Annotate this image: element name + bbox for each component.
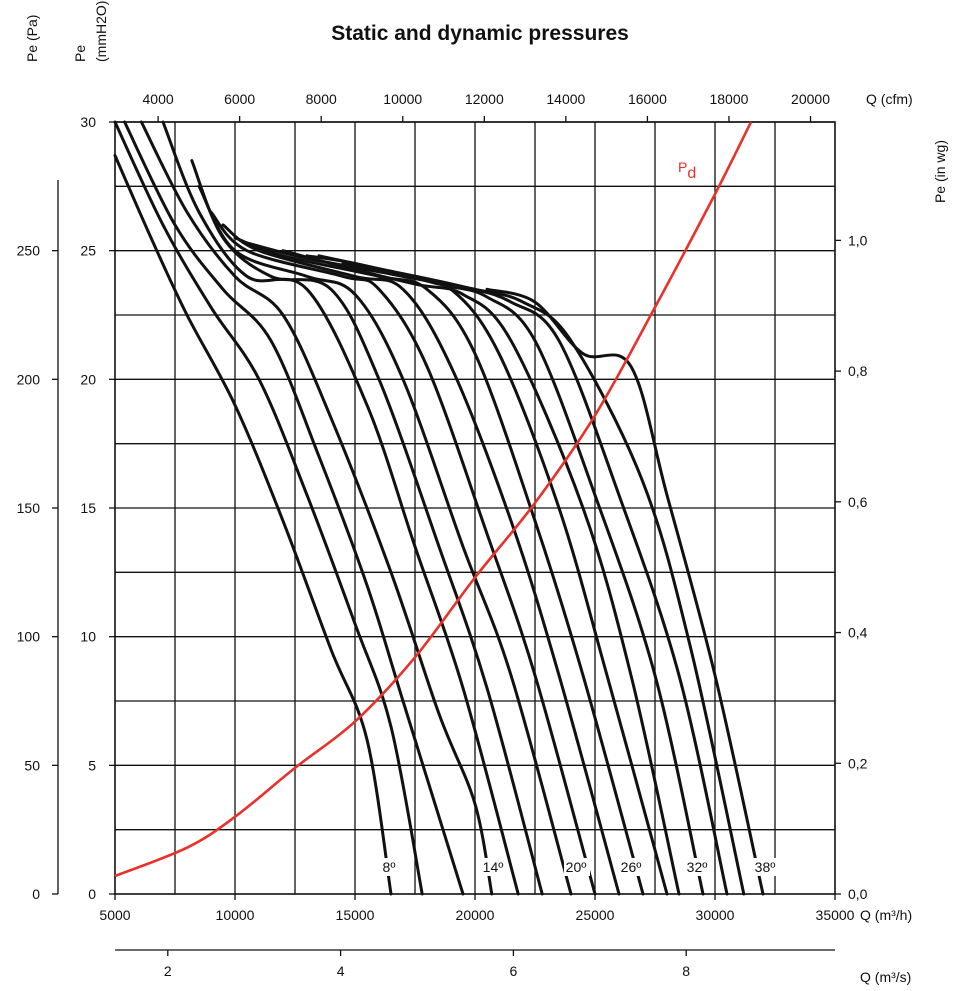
cfm-tick-label: 14000: [546, 91, 585, 107]
cfm-tick-label: 4000: [143, 91, 174, 107]
axis-labels: 0 50 100 150 200 250 0 5 10 15 20 25 30 0,0 0,2 0,4 0,6 0…: [17, 91, 868, 979]
angle-label: 20º: [566, 859, 587, 875]
fan-curve: [113, 120, 424, 896]
m3s-tick-label: 6: [510, 963, 518, 979]
inwg-tick-label: 0,4: [848, 625, 868, 641]
m3h-tick-label: 35000: [816, 907, 855, 923]
m3h-tick-label: 5000: [99, 907, 130, 923]
m3s-tick-label: 4: [337, 963, 345, 979]
angle-label: 26º: [621, 859, 642, 875]
angle-label-bg: [564, 858, 590, 876]
inwg-tick-label: 0,2: [848, 755, 868, 771]
mmh2o-tick-label: 10: [80, 629, 96, 645]
fan-curves: [113, 120, 765, 896]
mmh2o-tick-label: 30: [80, 114, 96, 130]
angle-label-bg: [481, 858, 507, 876]
pa-tick-label: 150: [17, 500, 41, 516]
cfm-tick-label: 8000: [306, 91, 337, 107]
angle-label-bg: [619, 858, 645, 876]
bottom-axis-label-m3h: Q (m³/h): [860, 907, 912, 923]
cfm-tick-label: 6000: [224, 91, 255, 107]
pa-tick-label: 250: [17, 243, 41, 259]
pa-tick-label: 50: [24, 757, 40, 773]
mmh2o-tick-label: 20: [80, 371, 96, 387]
mmh2o-tick-label: 5: [88, 757, 96, 773]
m3s-tick-label: 2: [164, 963, 172, 979]
pa-tick-label: 100: [17, 629, 41, 645]
fan-curve: [190, 159, 544, 896]
angle-label-bg: [753, 858, 779, 876]
fan-curve: [317, 254, 729, 896]
fan-curve: [197, 184, 573, 896]
fan-curve: [221, 223, 621, 896]
right-axis-label-inwg: Pe (in wg): [932, 140, 948, 203]
fan-curve: [341, 262, 746, 896]
angle-label: 14º: [483, 859, 504, 875]
fan-curve: [485, 287, 765, 896]
m3s-tick-label: 8: [682, 963, 690, 979]
fan-curve: [161, 120, 520, 896]
top-axis-label-cfm: Q (cfm): [866, 91, 913, 107]
m3h-tick-label: 30000: [696, 907, 735, 923]
y-axis-label-mmh2o-unit: (mmH2O): [93, 1, 109, 62]
m3h-tick-label: 15000: [336, 907, 375, 923]
angle-label: 32º: [687, 859, 708, 875]
mmh2o-tick-label: 25: [80, 243, 96, 259]
angle-label-bg: [377, 858, 403, 876]
y-axis-label-mmh2o: Pe: [72, 45, 88, 62]
y-axis-label-pa: Pe (Pa): [24, 15, 40, 62]
inwg-tick-label: 1,0: [848, 232, 868, 248]
bottom-axis-label-m3s: Q (m³/s): [860, 969, 911, 985]
pa-tick-label: 0: [32, 886, 40, 902]
fan-curve: [113, 154, 393, 896]
mmh2o-tick-label: 0: [88, 886, 96, 902]
axis-ticks: [52, 116, 841, 956]
pd-label: Pd: [678, 159, 696, 182]
angle-label-bg: [685, 858, 711, 876]
fan-curve: [233, 236, 645, 896]
inwg-tick-label: 0,8: [848, 363, 868, 379]
angle-label: 8º: [383, 859, 396, 875]
mmh2o-tick-label: 15: [80, 500, 96, 516]
fan-curve: [139, 120, 494, 896]
cfm-tick-label: 16000: [628, 91, 667, 107]
cfm-tick-label: 18000: [709, 91, 748, 107]
cfm-tick-label: 12000: [465, 91, 504, 107]
inwg-tick-label: 0,0: [848, 886, 868, 902]
angle-label: 38º: [755, 859, 776, 875]
m3h-tick-label: 10000: [216, 907, 255, 923]
fan-curve: [281, 249, 681, 896]
m3h-tick-label: 25000: [576, 907, 615, 923]
grid: [115, 122, 835, 894]
cfm-tick-label: 20000: [791, 91, 830, 107]
pa-tick-label: 200: [17, 371, 41, 387]
fan-curve: [123, 120, 465, 896]
chart-title: Static and dynamic pressures: [331, 22, 629, 45]
inwg-tick-label: 0,6: [848, 494, 868, 510]
m3h-tick-label: 20000: [456, 907, 495, 923]
dynamic-pressure-curve: [114, 121, 753, 878]
fan-curve: [209, 210, 597, 896]
cfm-tick-label: 10000: [383, 91, 422, 107]
